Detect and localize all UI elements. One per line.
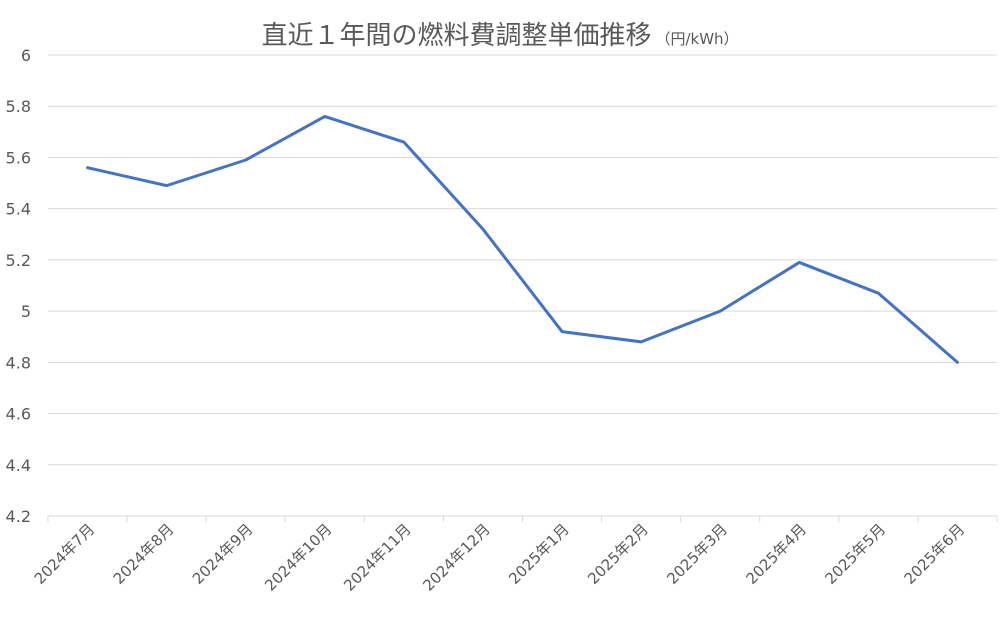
- y-tick-label: 5.2: [6, 251, 31, 270]
- y-tick-label: 4.6: [6, 405, 31, 424]
- series-line: [86, 114, 959, 364]
- y-tick-label: 5: [21, 302, 31, 321]
- y-tick-label: 5.6: [6, 148, 31, 167]
- chart-title-unit: （円/kWh）: [655, 30, 738, 48]
- x-tick-label: 2024年12月: [419, 520, 493, 594]
- x-tick-label: 2024年11月: [340, 520, 414, 594]
- y-tick-label: 6: [21, 46, 31, 65]
- x-axis: [47, 515, 998, 522]
- x-tick-label: 2025年5月: [822, 520, 890, 588]
- x-tick-label: 2024年9月: [189, 520, 257, 588]
- chart-title: 直近１年間の燃料費調整単価推移 （円/kWh）: [261, 21, 738, 51]
- x-tick-label: 2025年2月: [584, 520, 652, 588]
- y-tick-label: 5.4: [6, 200, 31, 219]
- series-layer: [86, 114, 959, 364]
- y-tick-label: 5.8: [6, 97, 31, 116]
- x-tick-label: 2024年7月: [31, 520, 99, 588]
- y-tick-label: 4.2: [6, 507, 31, 526]
- x-tick-label: 2024年8月: [110, 520, 178, 588]
- x-tick-label: 2025年3月: [663, 520, 731, 588]
- y-tick-label: 4.4: [6, 456, 31, 475]
- x-tick-label: 2025年6月: [901, 520, 969, 588]
- x-tick-label: 2025年4月: [742, 520, 810, 588]
- y-axis-ticks: 4.2 4.4 4.6 4.8 5 5.2 5.4 5.6 5.8 6: [6, 46, 31, 526]
- x-tick-label: 2024年10月: [261, 520, 335, 594]
- x-axis-ticks: 2024年7月 2024年8月 2024年9月 2024年10月 2024年11月 202…: [31, 520, 969, 594]
- y-tick-label: 4.8: [6, 353, 31, 372]
- gridlines: [48, 54, 997, 466]
- chart-title-text: 直近１年間の燃料費調整単価推移: [261, 21, 651, 51]
- x-tick-label: 2025年1月: [505, 520, 573, 588]
